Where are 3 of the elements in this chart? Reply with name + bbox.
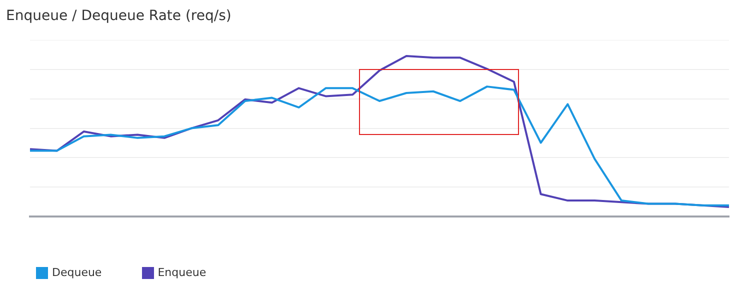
legend-label: Dequeue xyxy=(52,266,102,279)
chart-title: Enqueue / Dequeue Rate (req/s) xyxy=(6,8,232,24)
legend-label: Enqueue xyxy=(158,266,206,279)
